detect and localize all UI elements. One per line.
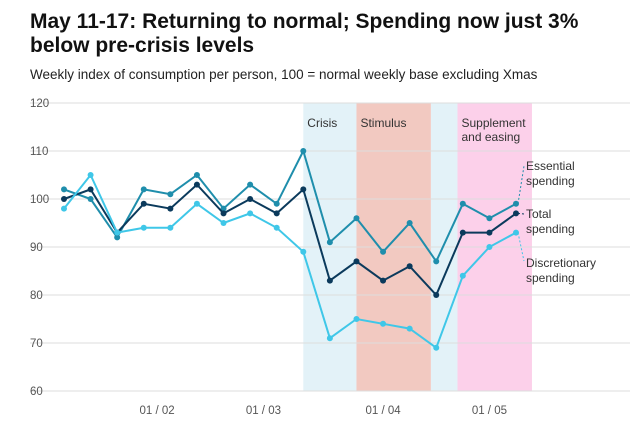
series-line-0: [63, 148, 517, 264]
data-point: [193, 181, 200, 188]
data-point: [486, 229, 493, 236]
y-tick-label: 80: [30, 290, 43, 302]
y-tick-label: 60: [30, 386, 43, 398]
data-point: [380, 320, 387, 327]
band-label: Supplement: [462, 116, 527, 130]
band-label: Stimulus: [360, 116, 406, 130]
data-point: [353, 215, 360, 222]
chart-subtitle: Weekly index of consumption per person, …: [30, 67, 538, 82]
data-point: [433, 344, 440, 351]
data-point: [406, 325, 413, 332]
data-point: [114, 234, 121, 241]
data-point: [513, 200, 519, 207]
data-point: [300, 186, 307, 193]
data-point: [459, 272, 466, 279]
data-point: [140, 200, 147, 207]
x-tick-label: 01 / 05: [472, 405, 507, 417]
data-point: [247, 210, 254, 217]
data-point: [513, 229, 519, 236]
data-point: [247, 196, 254, 202]
series-line-1: [63, 183, 517, 297]
data-point: [87, 172, 94, 178]
y-tick-label: 100: [30, 194, 49, 206]
data-point: [300, 148, 307, 154]
x-tick-label: 01 / 03: [246, 405, 281, 417]
data-point: [167, 224, 174, 231]
data-point: [486, 244, 493, 250]
data-point: [114, 229, 121, 236]
data-point: [326, 239, 333, 246]
series-leader-line: [517, 232, 525, 262]
y-tick-label: 70: [30, 338, 43, 350]
data-point: [459, 229, 466, 236]
x-tick-label: 01 / 02: [139, 405, 174, 417]
data-point: [87, 196, 94, 202]
data-point: [459, 200, 466, 207]
data-point: [513, 210, 519, 217]
band-label: and easing: [462, 130, 521, 144]
data-point: [406, 263, 413, 270]
y-tick-label: 90: [30, 242, 43, 254]
data-point: [406, 220, 413, 226]
y-tick-label: 110: [30, 146, 48, 158]
data-point: [326, 277, 333, 284]
band-label: Crisis: [307, 116, 337, 130]
data-point: [273, 200, 280, 207]
x-tick-label: 01 / 04: [365, 405, 401, 417]
data-point: [193, 172, 200, 178]
series-label: Discretionary: [526, 256, 596, 270]
series-label: Total: [526, 207, 551, 221]
data-point: [326, 335, 333, 342]
series-leader-line: [517, 212, 525, 215]
data-point: [220, 205, 227, 212]
data-point: [380, 277, 387, 284]
data-point: [87, 186, 94, 193]
series-label: spending: [526, 271, 575, 285]
data-point: [167, 191, 174, 198]
data-point: [433, 258, 440, 265]
data-point: [380, 248, 387, 255]
data-point: [220, 220, 227, 226]
data-point: [193, 200, 200, 207]
data-point: [61, 196, 67, 202]
data-point: [140, 186, 147, 193]
data-point: [140, 224, 147, 231]
data-point: [300, 248, 307, 255]
data-point: [486, 215, 493, 222]
series-label: spending: [526, 174, 575, 188]
data-point: [61, 186, 67, 193]
series-label: Essential: [526, 159, 575, 173]
data-point: [220, 210, 227, 217]
data-point: [273, 224, 280, 231]
series-line-2: [63, 173, 517, 350]
data-point: [247, 181, 254, 188]
chart-title: May 11-17: Returning to normal; Spending…: [30, 10, 579, 57]
data-point: [273, 210, 280, 217]
data-point: [433, 292, 440, 298]
data-point: [61, 205, 67, 212]
data-point: [167, 205, 174, 212]
series-label: spending: [526, 222, 575, 236]
y-tick-label: 120: [30, 98, 49, 110]
data-point: [353, 258, 360, 265]
data-point: [353, 316, 360, 322]
